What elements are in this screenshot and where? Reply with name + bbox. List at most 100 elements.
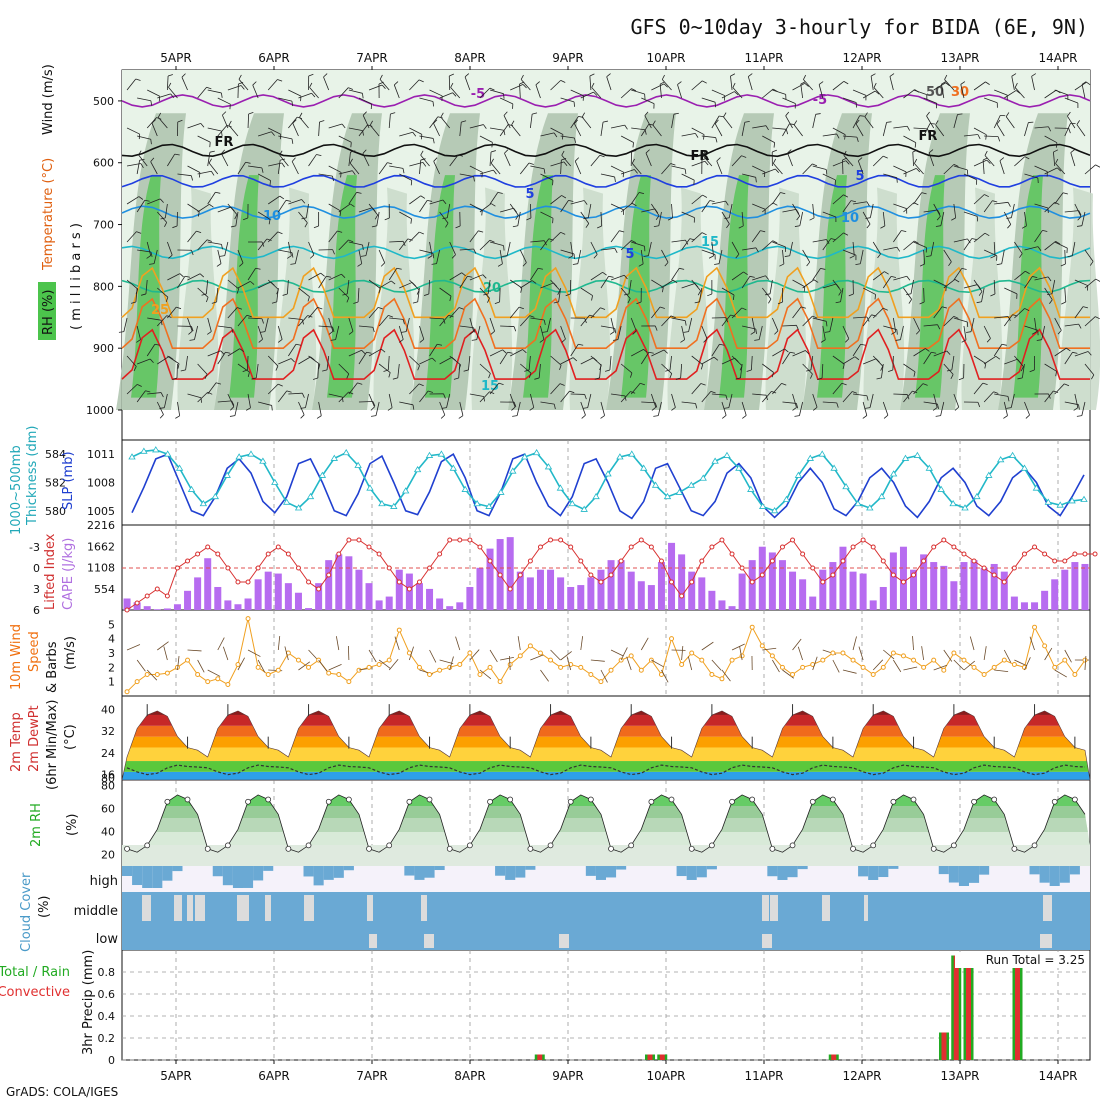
wind-barb-flag [824,331,830,333]
wind-speed-point [608,667,614,673]
wind-barb [590,154,601,167]
rh-point [325,798,332,805]
wind-barb [439,287,452,297]
wind-barb [617,325,622,340]
wind-barb [641,208,656,213]
surface-wind-barb [388,658,399,671]
wind-barb-flag [330,339,336,341]
li-point [144,593,150,599]
surface-wind-barb [792,638,802,651]
cloud-layer-label: middle [74,904,118,919]
wind-barb-flag [746,369,752,372]
wind-barb [640,352,650,365]
wind-barb [308,154,317,167]
wind-barb [852,115,861,129]
wind-barb [620,391,631,403]
date-tick-top: 8APR [454,51,485,65]
cape-bar [305,608,313,610]
wind-barb [651,83,665,91]
cape-bar [940,565,948,610]
wind-barb [782,324,797,327]
surface-wind-barb [455,636,461,651]
wind-barb-flag [181,73,186,78]
wind-barb [519,249,527,263]
wind-barb [1084,249,1094,262]
wind-barb [292,123,299,137]
wind-barb-flag [1019,253,1023,258]
wind-barb-flag [702,150,706,156]
wind-barb-flag [221,92,223,98]
wind-barb-flag [157,112,162,118]
precip-convective-bar [966,961,971,1060]
wind-barb-flag [433,157,438,162]
surface-wind-barb [580,636,584,651]
wind-barb [1051,279,1056,294]
wind-barb [793,124,803,137]
wind-barb-flag [222,111,227,116]
wind-barb [963,284,978,289]
wind-barb [923,249,926,264]
wind-barb [349,162,360,175]
wind-barb-flag [442,199,447,205]
thickness-point [842,482,850,490]
wind-barb [439,92,453,99]
wind-barb [741,276,751,289]
wind-barb [852,393,867,397]
high-cloud-bar [1029,866,1040,875]
wind-barb-flag [388,372,391,378]
wind-barb-flag [450,82,454,88]
surface-wind-barb [530,654,544,661]
wind-barb-flag [593,254,598,259]
wind-barb-flag [136,339,141,343]
rh-point [446,845,453,852]
wind-barb-flag [765,293,771,296]
wind-barb [953,268,963,281]
cape-bar [597,569,605,610]
rh-saturated-band [621,175,651,398]
wind-barb-flag [286,255,292,259]
mid-cloud-gap [265,895,271,921]
wind-barb [348,89,363,94]
wind-barb-flag [912,149,918,153]
wind-barb [903,135,916,144]
wind-barb-flag [810,373,813,379]
wind-barb-flag [378,306,383,310]
wind-barb [228,125,239,137]
mid-low-cloud-fill [122,892,1090,950]
wind-barb [762,240,774,251]
wind-barb-flag [1021,225,1027,229]
mid-cloud-gap [367,895,373,921]
wind-barb-flag [794,225,800,227]
wind-barb [151,122,158,137]
contour-label: 15 [701,235,719,250]
wind-barb [691,127,705,135]
wind-barb-flag [971,238,977,240]
wind-barb [520,79,531,91]
surface-wind-barb [284,646,289,661]
wind-barb [1044,135,1058,144]
cape-bar [879,586,887,610]
wind-barb [1064,249,1066,265]
wind-barb [126,127,140,135]
isotherm-line [121,245,1091,260]
wind-barb-flag [632,330,637,335]
wind-barb-flag [984,363,987,369]
wind-barb [1084,363,1095,376]
li-point [245,579,251,585]
mid-cloud-gap [822,895,830,921]
high-cloud-bar [616,866,627,870]
wind-barb [1003,314,1013,327]
wind-barb-flag [820,339,826,343]
wind-barb [1064,123,1071,137]
thickness-point [616,453,624,460]
wind-barb [691,355,703,365]
wind-barb-flag [443,318,446,324]
wind-barb [799,211,804,226]
rh-saturated-band [131,175,161,398]
wind-barb-flag [841,382,847,386]
wind-barb-flag [659,81,665,85]
wind-barb-flag [208,158,212,164]
high-cloud-bar [505,866,516,880]
wind-barb-flag [453,377,459,380]
wind-barb [842,97,857,103]
